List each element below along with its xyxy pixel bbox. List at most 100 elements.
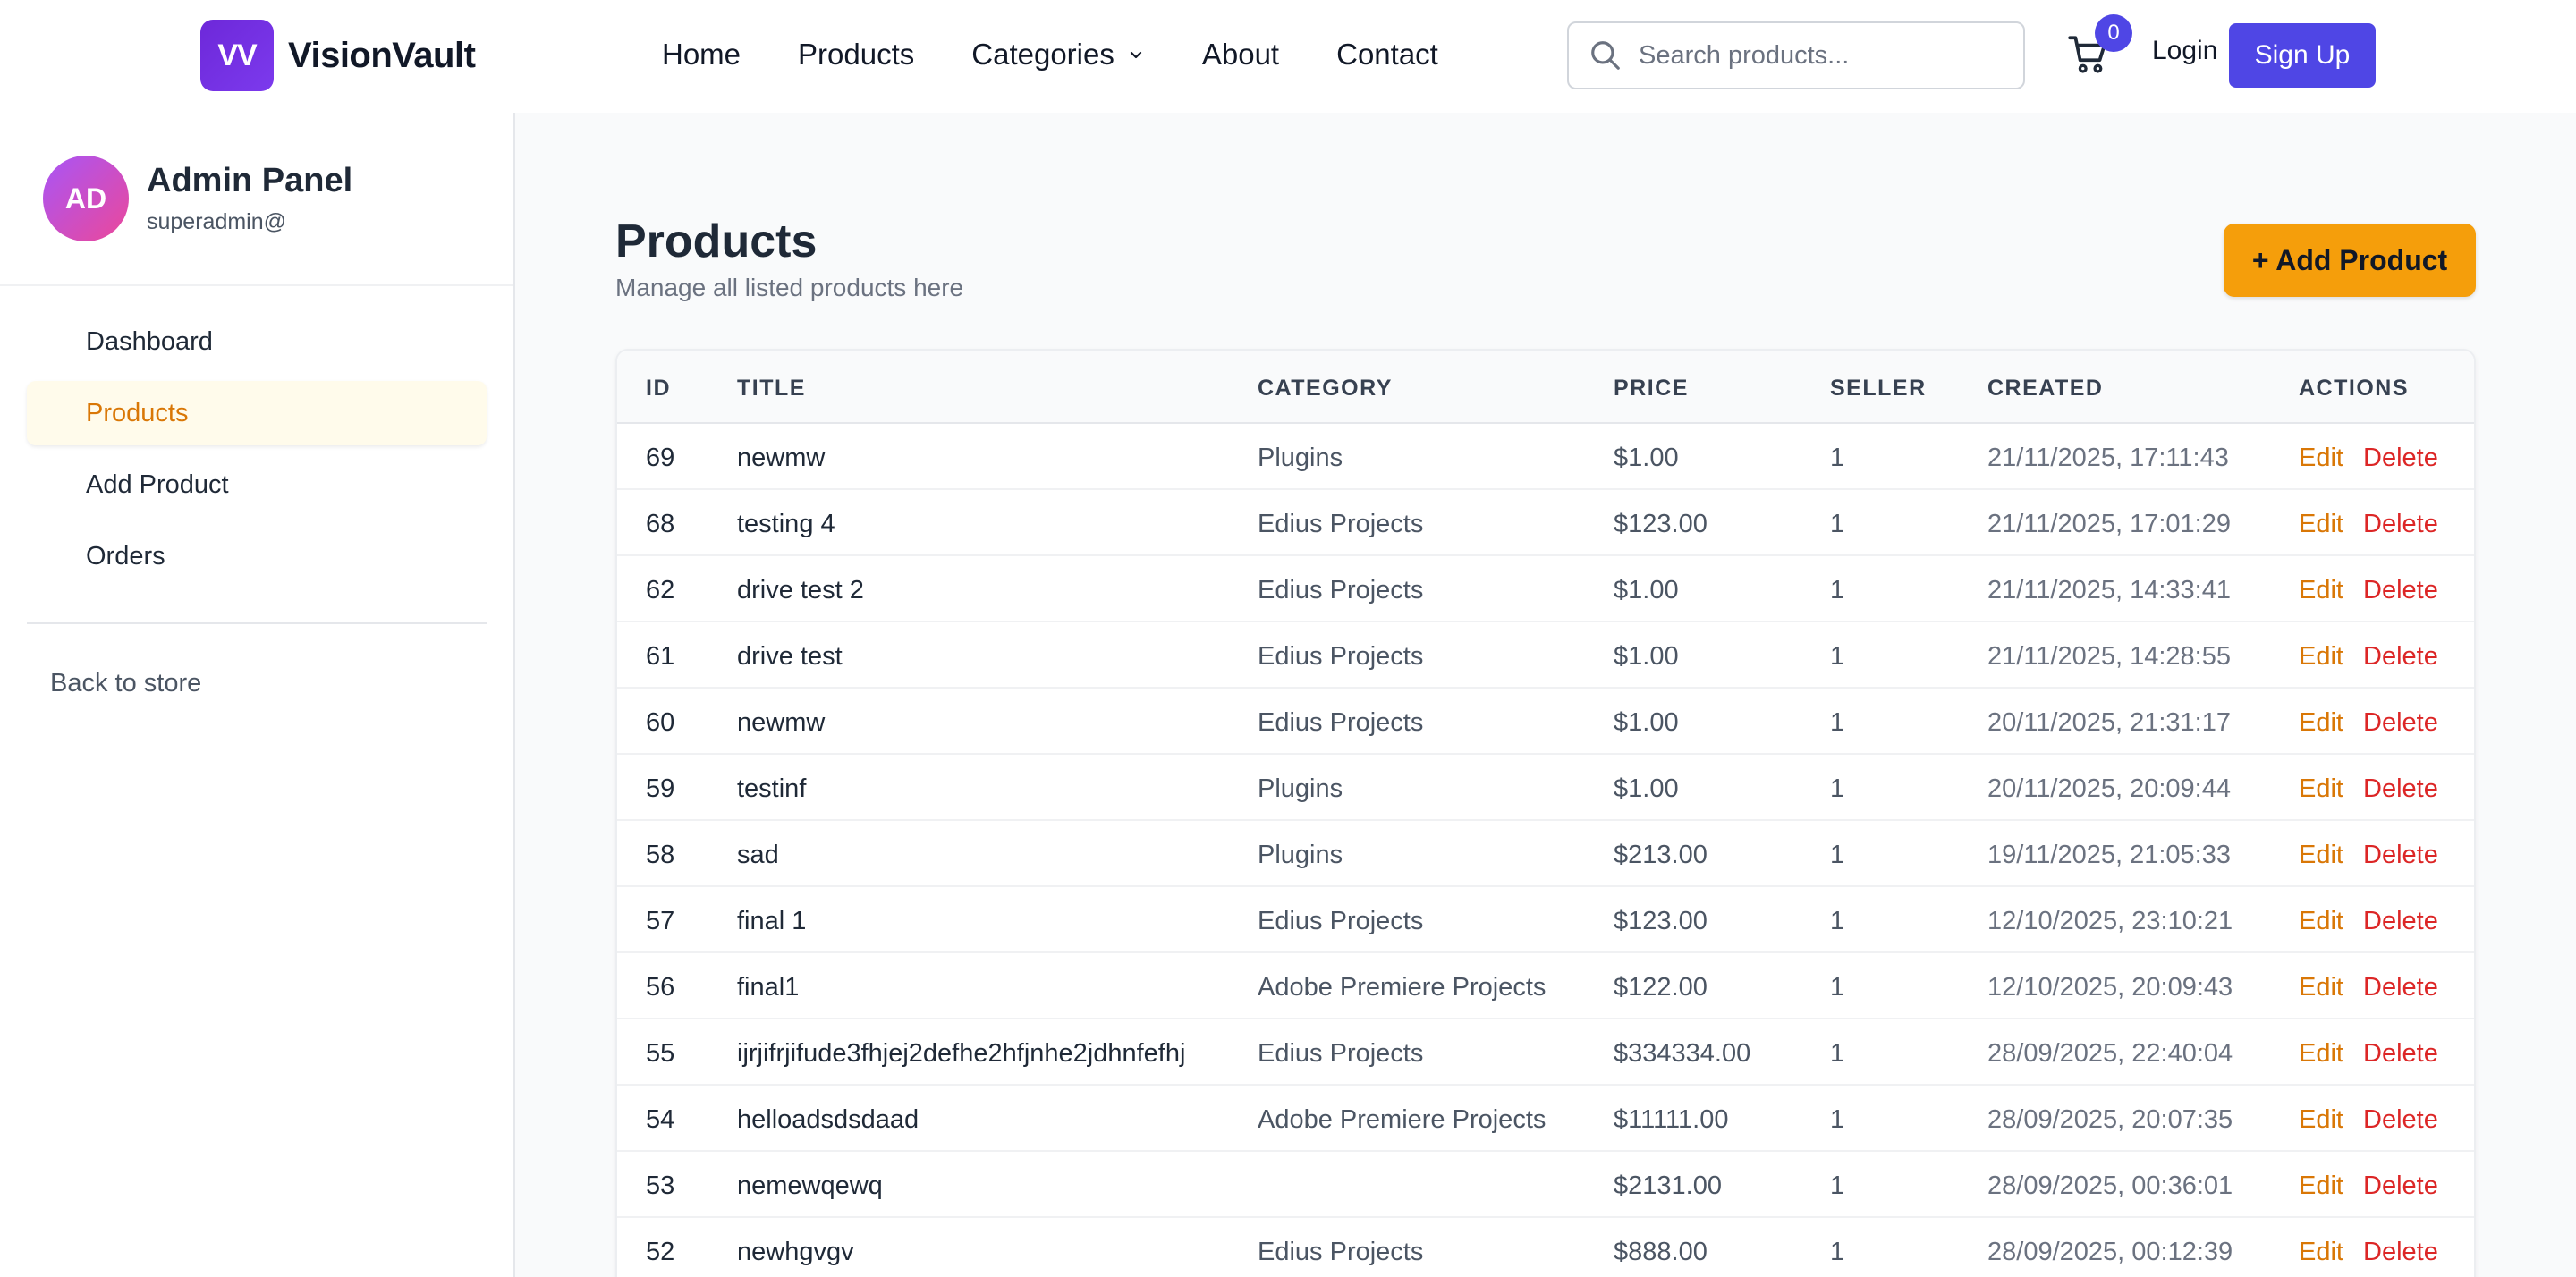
cell-price: $123.00 (1614, 907, 1707, 935)
cell-category: Edius Projects (1258, 907, 1424, 935)
delete-button[interactable]: Delete (2363, 1238, 2438, 1266)
cell-seller: 1 (1830, 576, 1845, 605)
cell-category: Plugins (1258, 444, 1343, 472)
edit-button[interactable]: Edit (2299, 576, 2343, 605)
edit-button[interactable]: Edit (2299, 907, 2343, 935)
edit-button[interactable]: Edit (2299, 708, 2343, 737)
cell-seller: 1 (1830, 774, 1845, 803)
delete-button[interactable]: Delete (2363, 774, 2438, 803)
cell-category: Edius Projects (1258, 708, 1424, 737)
sidebar-divider-bottom (27, 622, 487, 624)
nav-about[interactable]: About (1201, 38, 1280, 71)
cell-id: 62 (646, 576, 675, 605)
delete-button[interactable]: Delete (2363, 642, 2438, 671)
cell-price: $334334.00 (1614, 1039, 1751, 1068)
cell-title: newmw (737, 708, 826, 737)
admin-profile: AD Admin Panel superadmin@ (43, 156, 352, 241)
brand-logo[interactable]: VV VisionVault (200, 20, 476, 91)
delete-button[interactable]: Delete (2363, 907, 2438, 935)
delete-button[interactable]: Delete (2363, 444, 2438, 472)
cell-id: 59 (646, 774, 675, 803)
table-row: 61 drive test Edius Projects $1.00 1 21/11/20… (617, 622, 2474, 689)
avatar: AD (43, 156, 129, 241)
edit-button[interactable]: Edit (2299, 1238, 2343, 1266)
table-row: 62 drive test 2 Edius Projects $1.00 1 21/11/… (617, 556, 2474, 622)
delete-button[interactable]: Delete (2363, 510, 2438, 538)
column-header-title[interactable]: TITLE (737, 376, 806, 401)
sidebar-item-orders[interactable]: Orders (86, 541, 165, 571)
nav-products[interactable]: Products (798, 38, 915, 71)
edit-button[interactable]: Edit (2299, 510, 2343, 538)
cell-category: Edius Projects (1258, 1238, 1424, 1266)
column-header-actions: ACTIONS (2299, 376, 2409, 401)
chevron-down-icon (1130, 51, 1141, 59)
search-icon (1591, 41, 1620, 70)
edit-button[interactable]: Edit (2299, 444, 2343, 472)
edit-button[interactable]: Edit (2299, 1105, 2343, 1134)
cell-created: 21/11/2025, 14:28:55 (1987, 642, 2231, 671)
cell-price: $2131.00 (1614, 1171, 1722, 1200)
cell-seller: 1 (1830, 1105, 1845, 1134)
login-link[interactable]: Login (2152, 36, 2218, 65)
delete-button[interactable]: Delete (2363, 1171, 2438, 1200)
delete-button[interactable]: Delete (2363, 708, 2438, 737)
sidebar-title: Admin Panel (147, 162, 353, 199)
nav-home[interactable]: Home (662, 38, 741, 71)
logo-text: VisionVault (288, 35, 476, 75)
back-to-store-link[interactable]: Back to store (50, 669, 202, 698)
sidebar-item-dashboard[interactable]: Dashboard (86, 326, 213, 356)
cell-price: $888.00 (1614, 1238, 1707, 1266)
cell-id: 53 (646, 1171, 675, 1200)
nav-categories[interactable]: Categories (971, 38, 1145, 72)
cell-created: 28/09/2025, 00:12:39 (1987, 1238, 2233, 1266)
sidebar-item-add-product[interactable]: Add Product (86, 469, 229, 499)
cell-category: Edius Projects (1258, 576, 1424, 605)
table-row: 53 nemewqewq $2131.00 1 28/09/2025, 00:36:01… (617, 1152, 2474, 1218)
edit-button[interactable]: Edit (2299, 841, 2343, 869)
cell-created: 21/11/2025, 14:33:41 (1987, 576, 2231, 605)
delete-button[interactable]: Delete (2363, 1105, 2438, 1134)
cart-button[interactable]: 0 (2063, 14, 2132, 80)
signup-button[interactable]: Sign Up (2229, 23, 2376, 88)
edit-button[interactable]: Edit (2299, 1039, 2343, 1068)
table-header: ID TITLE CATEGORY PRICE SELLER CREATED A… (617, 351, 2474, 424)
column-header-seller[interactable]: SELLER (1830, 376, 1927, 401)
cell-price: $123.00 (1614, 510, 1707, 538)
page-title: Products (615, 216, 818, 267)
admin-sidebar: AD Admin Panel superadmin@ Dashboard Pro… (0, 113, 515, 1277)
nav-contact[interactable]: Contact (1336, 38, 1438, 71)
delete-button[interactable]: Delete (2363, 973, 2438, 1002)
cell-id: 54 (646, 1105, 675, 1134)
column-header-created[interactable]: CREATED (1987, 376, 2104, 401)
edit-button[interactable]: Edit (2299, 1171, 2343, 1200)
delete-button[interactable]: Delete (2363, 1039, 2438, 1068)
cell-title: nemewqewq (737, 1171, 883, 1200)
logo-mark: VV (200, 20, 274, 91)
cell-price: $1.00 (1614, 708, 1679, 737)
edit-button[interactable]: Edit (2299, 973, 2343, 1002)
cell-category: Edius Projects (1258, 510, 1424, 538)
delete-button[interactable]: Delete (2363, 841, 2438, 869)
cell-title: final1 (737, 973, 800, 1002)
cell-created: 21/11/2025, 17:11:43 (1987, 444, 2229, 472)
column-header-price[interactable]: PRICE (1614, 376, 1689, 401)
sidebar-item-products[interactable]: Products (27, 381, 487, 445)
cell-category: Adobe Premiere Projects (1258, 973, 1546, 1002)
column-header-category[interactable]: CATEGORY (1258, 376, 1393, 401)
delete-button[interactable]: Delete (2363, 576, 2438, 605)
cell-title: sad (737, 841, 779, 869)
search-input[interactable] (1639, 40, 1996, 71)
add-product-button[interactable]: + Add Product (2224, 224, 2476, 297)
edit-button[interactable]: Edit (2299, 642, 2343, 671)
table-row: 68 testing 4 Edius Projects $123.00 1 21/11/2… (617, 490, 2474, 556)
cell-created: 20/11/2025, 20:09:44 (1987, 774, 2231, 803)
column-header-id[interactable]: ID (646, 376, 671, 401)
cell-title: newhgvgv (737, 1238, 854, 1266)
cell-id: 69 (646, 444, 675, 472)
cell-id: 56 (646, 973, 675, 1002)
edit-button[interactable]: Edit (2299, 774, 2343, 803)
sidebar-divider (0, 284, 513, 286)
cell-seller: 1 (1830, 907, 1845, 935)
cell-title: testing 4 (737, 510, 835, 538)
cell-price: $1.00 (1614, 576, 1679, 605)
